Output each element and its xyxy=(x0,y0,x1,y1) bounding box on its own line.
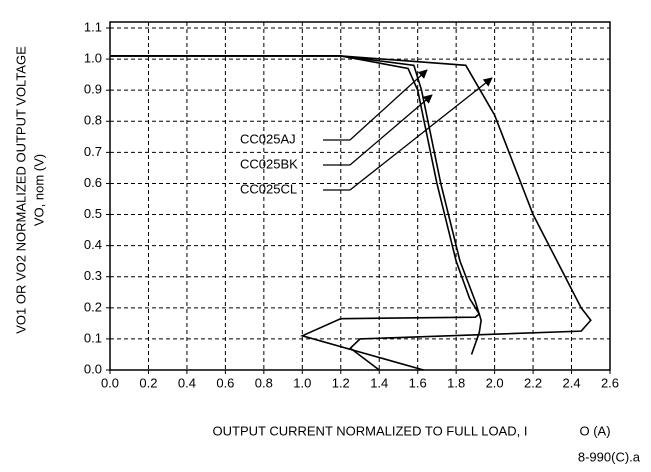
series-label: CC025AJ xyxy=(240,131,296,146)
x-axis-unit: O (A) xyxy=(579,423,610,438)
x-tick-label: 2.2 xyxy=(524,375,542,390)
y-axis-label: VO1 OR VO2 NORMALIZED OUTPUT VOLTAGE xyxy=(13,46,28,334)
x-tick-label: 1.2 xyxy=(332,375,350,390)
y-tick-label: 0.4 xyxy=(84,237,102,252)
y-axis-unit: VO, nom (V) xyxy=(31,154,46,226)
x-tick-label: 0.8 xyxy=(255,375,273,390)
y-tick-label: 0.9 xyxy=(84,82,102,97)
y-tick-label: 0.5 xyxy=(84,206,102,221)
series-label: CC025BK xyxy=(240,156,298,171)
x-tick-label: 0.4 xyxy=(178,375,196,390)
y-tick-label: 0.7 xyxy=(84,144,102,159)
y-tick-label: 0.0 xyxy=(84,361,102,376)
plot-frame xyxy=(109,21,611,371)
x-tick-label: 1.6 xyxy=(409,375,427,390)
x-axis-label: OUTPUT CURRENT NORMALIZED TO FULL LOAD, … xyxy=(213,423,528,438)
footnote: 8-990(C).a xyxy=(578,449,641,464)
x-tick-label: 0.2 xyxy=(139,375,157,390)
y-tick-label: 1.1 xyxy=(84,19,102,34)
annotation-arrows xyxy=(323,69,493,191)
series-label: CC025CL xyxy=(240,181,297,196)
y-tick-label: 0.1 xyxy=(84,330,102,345)
x-tick-label: 0.0 xyxy=(101,375,119,390)
y-tick-label: 0.8 xyxy=(84,113,102,128)
y-tick-label: 0.6 xyxy=(84,175,102,190)
y-tick-label: 1.0 xyxy=(84,51,102,66)
x-tick-label: 2.0 xyxy=(486,375,504,390)
x-tick-label: 2.6 xyxy=(601,375,619,390)
x-tick-label: 2.4 xyxy=(562,375,580,390)
y-tick-label: 0.3 xyxy=(84,268,102,283)
x-tick-label: 1.4 xyxy=(370,375,388,390)
x-tick-label: 1.8 xyxy=(447,375,465,390)
y-tick-label: 0.2 xyxy=(84,299,102,314)
x-tick-label: 0.6 xyxy=(216,375,234,390)
series-line xyxy=(110,55,592,371)
series-line xyxy=(110,55,482,355)
x-tick-label: 1.0 xyxy=(293,375,311,390)
series-line xyxy=(110,55,481,371)
